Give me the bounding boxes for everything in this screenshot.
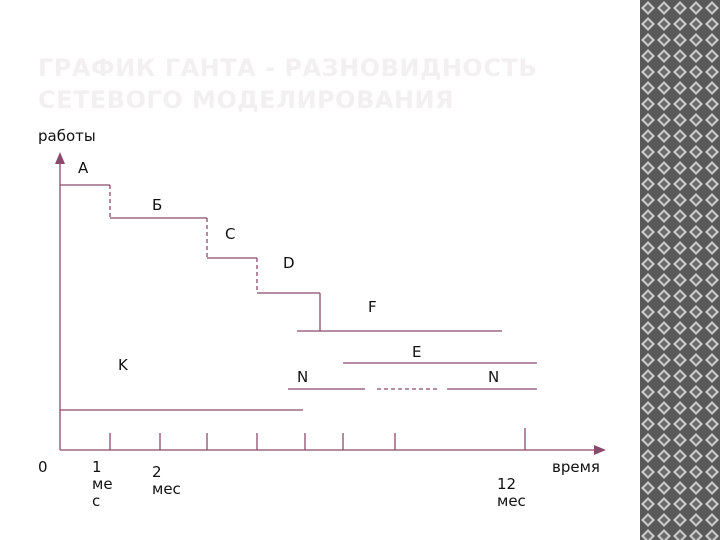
x-axis-label: время xyxy=(552,458,600,476)
x-tick-label-2: 2 мес xyxy=(152,463,181,498)
decorative-pattern-strip xyxy=(640,0,720,540)
task-label-b: Б xyxy=(152,196,163,214)
slide-title: ГРАФИК ГАНТА - РАЗНОВИДНОСТЬ СЕТЕВОГО МО… xyxy=(38,54,538,114)
task-label-c: С xyxy=(225,225,236,243)
task-label-f: F xyxy=(368,298,377,316)
task-label-d: D xyxy=(283,254,295,272)
x-tick-label-12: 12 мес xyxy=(497,475,526,510)
y-axis-label: работы xyxy=(38,127,96,145)
task-label-e: E xyxy=(412,343,422,361)
y-axis-arrow xyxy=(55,152,65,164)
task-label-k: K xyxy=(118,356,128,374)
x-tick-label-1: 1 ме с xyxy=(92,458,113,510)
task-label-a: А xyxy=(78,159,89,177)
gantt-diagram xyxy=(55,152,606,455)
origin-label: 0 xyxy=(38,458,48,476)
x-axis-arrow xyxy=(594,445,606,455)
task-label-n-second: N xyxy=(488,368,500,386)
task-label-n-first: N xyxy=(297,368,309,386)
